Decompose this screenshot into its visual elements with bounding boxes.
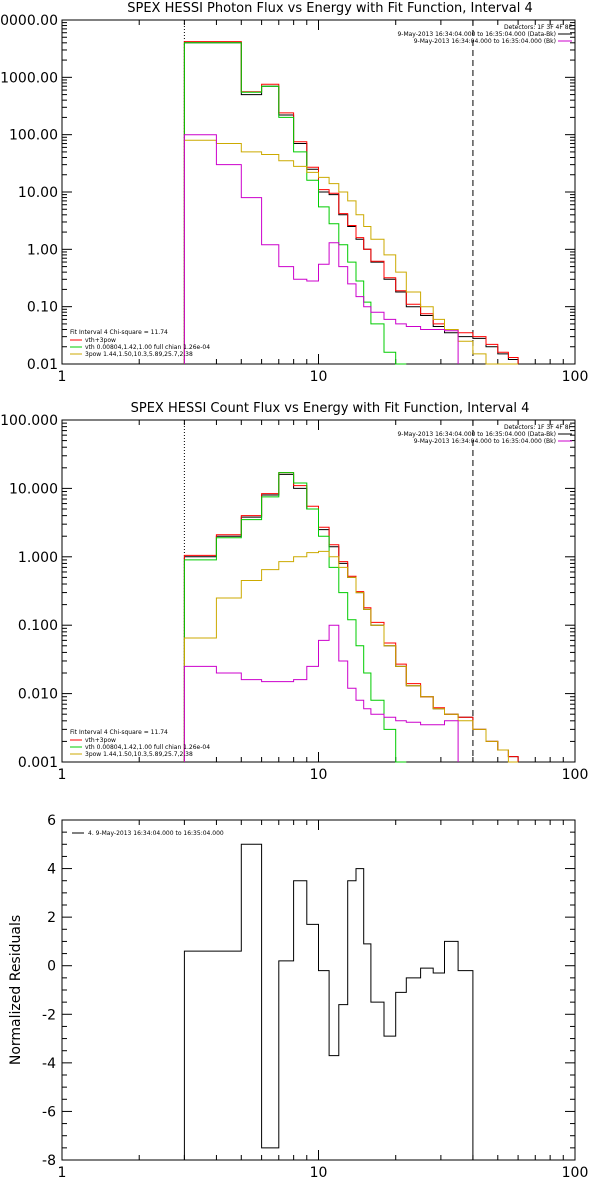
panel3-legend: 4. 9-May-2013 16:34:04.000 to 16:35:04.0… <box>88 830 224 837</box>
panel1-legend-left-1: vth+3pow <box>85 337 116 344</box>
y-tick-label: -2 <box>42 1007 56 1023</box>
x-tick-label: 10 <box>310 369 328 385</box>
y-tick-label: 1.000 <box>18 550 58 566</box>
panel2-title: SPEX HESSI Count Flux vs Energy with Fit… <box>131 401 530 416</box>
series-bk <box>183 134 459 364</box>
x-tick-label: 1 <box>58 767 67 783</box>
panel1-legend-right-1: 9-May-2013 16:34:04.000 to 16:35:04.000 … <box>397 31 556 38</box>
y-tick-label: 0 <box>47 959 56 975</box>
series-vth <box>183 42 407 365</box>
panel1-fit-info: Fit Interval 4 Chi-square = 11.74 <box>70 329 168 336</box>
panel1-legend-right-2: 9-May-2013 16:34:04.000 to 16:35:04.000 … <box>414 38 556 45</box>
y-tick-label: -8 <box>42 1153 56 1169</box>
series-3pow <box>183 139 519 365</box>
panel1-legend-left-3: 3pow 1.44,1.50,10.3,5.89,25.7,2.38 <box>85 351 193 358</box>
y-tick-label: 2 <box>47 910 56 926</box>
x-tick-label: 10 <box>310 767 328 783</box>
panel2-detectors: Detectors: 1F 3F 4F 8F <box>504 424 573 431</box>
y-tick-label: 100.000 <box>0 413 58 429</box>
x-tick-label: 100 <box>562 1165 589 1181</box>
y-tick-label: -4 <box>42 1056 56 1072</box>
series-vth-3pow <box>183 41 519 364</box>
x-tick-label: 1 <box>58 369 67 385</box>
panel1-detectors: Detectors: 1F 3F 4F 8F <box>504 24 573 31</box>
series-vth-3pow <box>183 472 519 762</box>
y-tick-label: 0.001 <box>18 755 58 771</box>
y-tick-label: 1000.00 <box>0 70 58 86</box>
panel2-legend-right-1: 9-May-2013 16:34:04.000 to 16:35:04.000 … <box>397 431 556 438</box>
panel2-legend-left-3: 3pow 1.44,1.50,10.3,5.89,25.7,2.38 <box>85 751 193 758</box>
x-tick-label: 10 <box>310 1165 328 1181</box>
series-4-9-may-2013-16-34-04-000-to-16-35-04-000 <box>183 843 474 1160</box>
panel2-legend-left-2: vth 0.00804,1.42,1.00 full chian 1.26e-0… <box>85 744 210 751</box>
y-tick-label: 0.10 <box>27 300 58 316</box>
panel2-legend-left-1: vth+3pow <box>85 737 116 744</box>
panel2-vlines <box>183 420 474 762</box>
panel-photon-flux: SPEX HESSI Photon Flux vs Energy with Fi… <box>0 1 588 385</box>
panel1-title: SPEX HESSI Photon Flux vs Energy with Fi… <box>127 1 533 16</box>
y-tick-label: 6 <box>47 813 56 829</box>
panel3-series <box>183 843 474 1160</box>
panel2-frame <box>61 419 576 763</box>
x-tick-label: 100 <box>562 369 589 385</box>
panel3-ylabel: Normalized Residuals <box>8 915 24 1065</box>
panel-residuals: 1 10 100 6 4 2 0 -2 -4 -6 -8 4. 9-May-2013 16:34:0… <box>8 813 588 1181</box>
y-tick-label: 4 <box>47 862 56 878</box>
panel2-fit-info: Fit Interval 4 Chi-square = 11.74 <box>70 729 168 736</box>
panel2-series <box>183 472 519 763</box>
series-data-bk <box>183 473 519 762</box>
x-tick-label: 100 <box>562 767 589 783</box>
y-tick-label: -6 <box>42 1104 56 1120</box>
series-vth <box>183 472 407 763</box>
y-tick-label: 100.00 <box>9 128 58 144</box>
x-tick-label: 1 <box>58 1165 67 1181</box>
y-tick-label: 0.010 <box>18 687 58 703</box>
panel3-frame <box>61 819 576 1161</box>
y-tick-label: 1.00 <box>27 242 58 258</box>
panel2-ticks: 1 10 100 100.000 10.000 1.000 0.100 0.010 0.001 <box>0 413 588 783</box>
panel1-legend-left-2: vth 0.00804,1.42,1.00 full chian 1.26e-0… <box>85 344 210 351</box>
y-tick-label: 10.00 <box>18 185 58 201</box>
panel2-legend-right-2: 9-May-2013 16:34:04.000 to 16:35:04.000 … <box>414 438 556 445</box>
series-data-bk <box>183 42 519 364</box>
y-tick-label: 0.100 <box>18 618 58 634</box>
y-tick-label: 0.01 <box>27 357 58 373</box>
panel1-series <box>183 41 519 365</box>
series-bk <box>183 624 459 762</box>
panel3-ticks: 1 10 100 6 4 2 0 -2 -4 -6 -8 <box>42 813 588 1181</box>
y-tick-label: 10.000 <box>9 481 58 497</box>
panel-count-flux: SPEX HESSI Count Flux vs Energy with Fit… <box>0 401 588 783</box>
series-3pow <box>183 550 519 763</box>
